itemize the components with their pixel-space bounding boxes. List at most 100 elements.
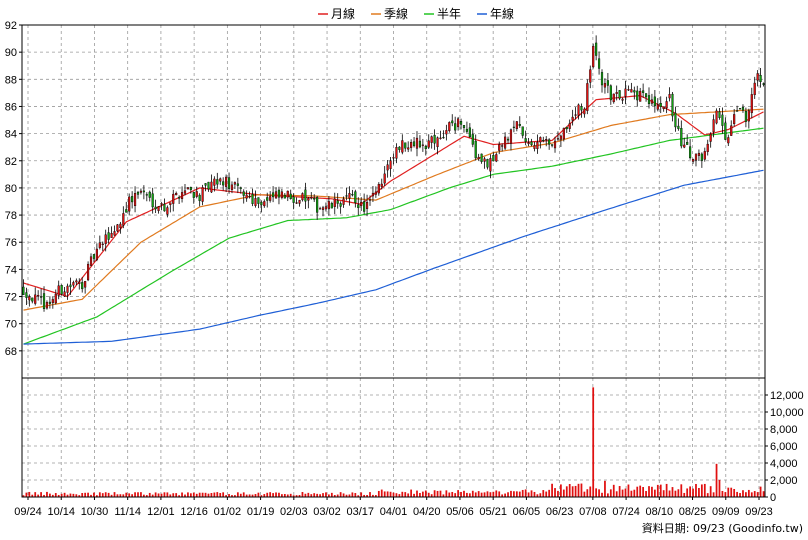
price-tick-label: 70: [5, 319, 17, 331]
candle-down: [492, 155, 495, 162]
candle-up: [248, 196, 251, 198]
candle-down: [236, 183, 239, 186]
candle-up: [84, 281, 87, 288]
volume-tick-label: 10,000: [770, 407, 804, 419]
candle-up: [392, 157, 395, 159]
candle-up: [225, 176, 228, 187]
volume-bar: [474, 492, 477, 497]
volume-bar: [515, 491, 518, 497]
candle-up: [324, 206, 328, 210]
candle-up: [286, 190, 289, 198]
candle-up: [180, 192, 184, 199]
volume-bar: [43, 494, 45, 497]
volume-bar: [372, 494, 374, 497]
candle-up: [113, 231, 116, 236]
volume-tick-label: 2,000: [770, 475, 798, 487]
volume-bar: [339, 492, 342, 497]
volume-bar: [342, 493, 345, 497]
volume-bar: [69, 493, 72, 497]
candle-up: [263, 201, 266, 207]
candle-down: [597, 58, 601, 69]
candle-down: [518, 123, 521, 126]
candle-down: [465, 128, 468, 132]
volume-bar: [254, 494, 257, 497]
volume-bar: [228, 494, 230, 497]
volume-bar: [151, 494, 154, 497]
volume-bar: [501, 494, 504, 497]
candle-down: [189, 187, 192, 190]
volume-tick-label: 4,000: [770, 458, 798, 470]
candle-down: [548, 139, 551, 145]
volume-bar: [22, 495, 25, 497]
volume-bar: [662, 490, 665, 497]
price-tick-label: 68: [5, 346, 17, 358]
volume-bar: [110, 494, 113, 497]
candle-up: [410, 142, 413, 148]
candle-up: [589, 69, 592, 83]
candle-down: [512, 126, 515, 128]
candle-down: [721, 114, 724, 126]
volume-bar: [137, 492, 139, 497]
candle-up: [697, 152, 701, 156]
volume-bar: [733, 488, 736, 497]
volume-bar: [269, 492, 272, 497]
volume-bar: [51, 494, 54, 497]
price-tick-label: 72: [5, 292, 17, 304]
candle-up: [556, 138, 560, 140]
candle-down: [313, 197, 316, 200]
date-tick-label: 09/09: [712, 506, 740, 518]
legend-label-3: 年線: [490, 6, 514, 21]
candle-up: [747, 110, 750, 122]
candle-up: [371, 192, 375, 197]
price-tick-label: 86: [5, 101, 17, 113]
candle-down: [151, 193, 154, 208]
volume-bar: [645, 491, 647, 497]
candle-up: [213, 178, 216, 186]
candle-up: [586, 83, 589, 111]
volume-bar: [677, 489, 680, 497]
volume-bar: [113, 492, 116, 497]
candle-up: [37, 295, 40, 297]
volume-bar: [709, 486, 712, 497]
candle-up: [483, 158, 486, 162]
volume-bar: [533, 491, 536, 497]
volume-bar: [181, 492, 183, 497]
volume-bar: [712, 492, 715, 497]
candle-up: [712, 119, 715, 133]
volume-bar: [486, 491, 489, 497]
candle-up: [577, 104, 580, 116]
candle-down: [542, 139, 545, 142]
volume-bar: [60, 493, 63, 497]
date-tick-label: 05/21: [479, 506, 507, 518]
volume-bar: [451, 491, 454, 497]
volume-bar: [107, 492, 110, 497]
volume-bar: [286, 494, 289, 497]
volume-bar: [166, 492, 169, 497]
volume-bar: [745, 492, 747, 497]
volume-bar: [78, 495, 81, 497]
volume-bar: [554, 488, 556, 497]
candle-up: [562, 127, 565, 140]
volume-bar: [231, 495, 233, 497]
volume-bar: [521, 489, 524, 497]
volume-bar: [401, 491, 404, 497]
volume-bar: [104, 492, 107, 497]
volume-bar: [595, 488, 598, 497]
candle-down: [521, 126, 524, 136]
volume-bar: [283, 494, 286, 497]
candle-up: [116, 224, 119, 232]
candle-up: [274, 191, 278, 199]
volume-bar: [527, 492, 530, 497]
candle-down: [198, 194, 201, 201]
candle-up: [612, 93, 615, 103]
candle-up: [495, 154, 498, 162]
volume-bar: [407, 493, 410, 497]
candle-up: [301, 193, 304, 201]
candle-down: [42, 293, 46, 310]
volume-bar: [207, 493, 210, 497]
candle-up: [310, 197, 313, 199]
candle-down: [659, 103, 662, 107]
candle-up: [380, 183, 383, 187]
volume-bar: [653, 489, 656, 497]
volume-bar: [213, 492, 216, 497]
